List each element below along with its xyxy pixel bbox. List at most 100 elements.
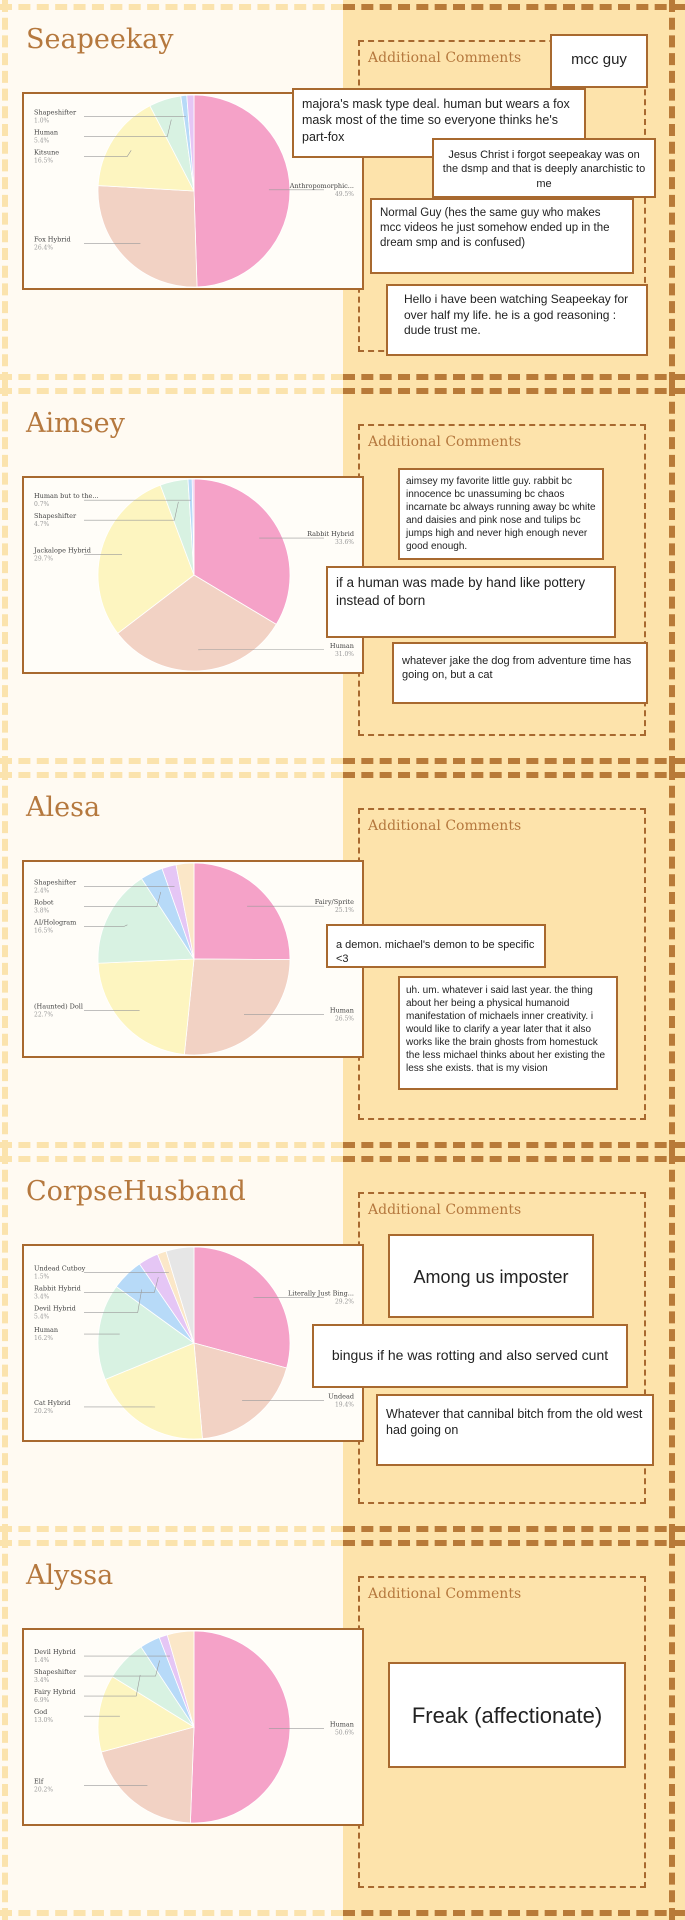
pie-slice (193, 862, 291, 961)
pie-chart-frame: Fairy/Sprite 25.1% Human 26.5% (Haunted) Dol… (22, 860, 364, 1058)
pie-slice (191, 478, 195, 576)
section-title: Seapeekay (26, 24, 174, 55)
slice-label: Human (330, 1720, 354, 1728)
comments-title: Additional Comments (368, 50, 522, 66)
pie-slice (97, 105, 195, 192)
slice-label: Shapeshifter (34, 1668, 77, 1676)
comment-note: uh. um. whatever i said last year. the t… (398, 976, 618, 1090)
section-alesa: Alesa Additional Comments Fairy/Sprite 25… (0, 768, 685, 1152)
slice-percent: 25.1% (335, 907, 354, 914)
slice-label: AI/Hologram (33, 919, 76, 927)
comment-note: Among us imposter (388, 1234, 594, 1318)
slice-percent: 16.5% (34, 928, 53, 935)
section-title: CorpseHusband (26, 1176, 246, 1207)
section-title: Aimsey (26, 408, 125, 439)
comment-note: if a human was made by hand like pottery… (326, 566, 616, 638)
slice-percent: 50.6% (335, 1729, 354, 1736)
comment-note: majora's mask type deal. human but wears… (292, 88, 586, 158)
slice-label: Rabbit Hybrid (34, 1284, 81, 1292)
slice-label: Fox Hybrid (34, 235, 71, 243)
slice-percent: 29.7% (34, 555, 53, 562)
slice-label: Devil Hybrid (34, 1648, 76, 1656)
callout-line (84, 924, 128, 928)
slice-percent: 1.0% (34, 118, 50, 125)
callout-line (84, 1277, 159, 1293)
slice-label: Human (34, 129, 58, 137)
pie-slice (193, 478, 291, 625)
slice-label: Human (34, 1326, 58, 1334)
section-title: Alyssa (26, 1560, 114, 1591)
section-aimsey: Aimsey Additional Comments Rabbit Hybrid… (0, 384, 685, 768)
callout-line (84, 1674, 141, 1697)
slice-percent: 1.5% (34, 1273, 50, 1280)
slice-label: God (34, 1708, 47, 1716)
slice-label: Shapeshifter (34, 879, 77, 887)
slice-label: (Haunted) Doll (34, 1002, 83, 1010)
comment-note: Jesus Christ i forgot seepeakay was on t… (432, 138, 656, 198)
pie-slice (166, 1630, 195, 1728)
slice-percent: 26.5% (335, 1016, 354, 1023)
slice-percent: 5.4% (34, 1313, 50, 1320)
callout-line (84, 1660, 160, 1677)
slice-label: Fairy Hybrid (34, 1688, 76, 1696)
pie-slice (97, 878, 195, 964)
pie-slice (104, 1342, 203, 1439)
pie-chart-frame: Literally Just Bing... 29.2% Undead 19.4% Ca… (22, 1244, 364, 1442)
callout-line (84, 891, 162, 908)
pie-chart-frame: Anthropomorphic... 49.5% Fox Hybrid 26.4% Ki… (22, 92, 364, 290)
pie-slice (183, 958, 291, 1055)
slice-percent: 49.5% (335, 191, 354, 198)
comment-note: Whatever that cannibal bitch from the ol… (376, 1394, 654, 1466)
pie-slice (175, 862, 195, 960)
slice-percent: 26.4% (34, 244, 53, 251)
pie-slice (97, 958, 195, 1055)
slice-label: Shapeshifter (34, 109, 77, 117)
pie-slice (193, 1342, 288, 1439)
slice-label: Robot (34, 899, 54, 907)
pie-slice (189, 1630, 291, 1823)
slice-percent: 33.6% (335, 539, 354, 546)
pie-slice (97, 1286, 195, 1380)
callout-line (84, 150, 132, 157)
slice-percent: 5.4% (34, 138, 50, 145)
slice-label: Human (330, 642, 354, 650)
slice-label: Elf (34, 1778, 44, 1786)
comments-title: Additional Comments (368, 1586, 522, 1602)
slice-percent: 20.2% (34, 1408, 53, 1415)
pie-slice (193, 1246, 291, 1369)
comment-note: Hello i have been watching Seapeekay for… (386, 284, 648, 356)
section-seapeekay: Seapeekay Additional Comments Anthropomo… (0, 0, 685, 384)
slice-percent: 2.4% (34, 888, 50, 895)
slice-label: Kitsune (34, 149, 59, 157)
slice-label: Cat Hybrid (34, 1399, 70, 1407)
slice-percent: 22.7% (34, 1011, 53, 1018)
section-title: Alesa (26, 792, 101, 823)
slice-percent: 31.0% (335, 651, 354, 658)
pie-slice (186, 94, 195, 192)
comment-note: Normal Guy (hes the same guy who makes m… (370, 198, 634, 274)
slice-label: Undead (328, 1392, 354, 1400)
slice-percent: 16.5% (34, 158, 53, 165)
slice-percent: 20.2% (34, 1787, 53, 1794)
slice-label: Jackalope Hybrid (33, 546, 91, 554)
slice-percent: 1.4% (34, 1657, 50, 1664)
comment-note: whatever jake the dog from adventure tim… (392, 642, 648, 704)
slice-percent: 29.2% (335, 1298, 354, 1305)
slice-label: Literally Just Bing... (288, 1289, 354, 1297)
slice-percent: 0.7% (34, 501, 50, 508)
slice-label: Rabbit Hybrid (307, 530, 354, 538)
callout-line (84, 119, 172, 137)
slice-label: Undead Cutboy (34, 1264, 86, 1272)
comments-title: Additional Comments (368, 434, 522, 450)
pie-slice (97, 1676, 195, 1753)
slice-label: Human but to the... (34, 492, 99, 500)
slice-percent: 4.7% (34, 521, 50, 528)
slice-percent: 3.8% (34, 908, 50, 915)
comment-note: bingus if he was rotting and also served… (312, 1324, 628, 1388)
section-alyssa: Alyssa Additional Comments Human 50.6% Elf… (0, 1536, 685, 1920)
pie-slice (193, 94, 291, 287)
